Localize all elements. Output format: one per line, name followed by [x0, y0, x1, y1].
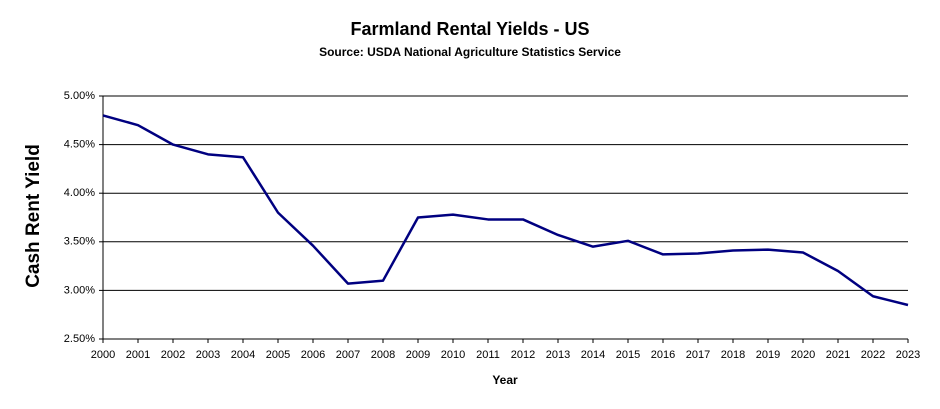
x-tick-label: 2017	[686, 349, 710, 361]
x-tick-label: 2000	[91, 349, 115, 361]
x-tick-label: 2018	[721, 349, 745, 361]
x-tick-label: 2022	[861, 349, 885, 361]
chart-subtitle: Source: USDA National Agriculture Statis…	[319, 45, 621, 59]
x-tick-label: 2023	[896, 349, 920, 361]
x-tick-label: 2009	[406, 349, 430, 361]
x-tick-label: 2013	[546, 349, 570, 361]
x-tick-label: 2014	[581, 349, 605, 361]
chart-title: Farmland Rental Yields - US	[350, 19, 589, 39]
y-tick-label: 4.00%	[64, 187, 95, 199]
x-tick-label: 2020	[791, 349, 815, 361]
x-tick-label: 2001	[126, 349, 150, 361]
x-tick-label: 2021	[826, 349, 850, 361]
x-tick-label: 2012	[511, 349, 535, 361]
y-tick-label: 4.50%	[64, 139, 95, 151]
x-tick-label: 2010	[441, 349, 465, 361]
x-tick-label: 2005	[266, 349, 290, 361]
x-tick-label: 2016	[651, 349, 675, 361]
data-line	[102, 114, 909, 307]
x-tick-label: 2003	[196, 349, 220, 361]
y-tick-label: 5.00%	[64, 90, 95, 102]
y-axis-label: Cash Rent Yield	[23, 144, 44, 288]
x-tick-label: 2015	[616, 349, 640, 361]
x-tick-label: 2007	[336, 349, 360, 361]
x-tick-label: 2006	[301, 349, 325, 361]
x-tick-label: 2019	[756, 349, 780, 361]
x-tick-label: 2004	[231, 349, 255, 361]
y-tick-label: 3.50%	[64, 236, 95, 248]
x-tick-label: 2008	[371, 349, 395, 361]
y-tick-label: 2.50%	[64, 333, 95, 345]
x-tick-label: 2011	[476, 349, 500, 361]
y-tick-label: 3.00%	[64, 284, 95, 296]
x-axis-label: Year	[492, 373, 518, 387]
x-tick-label: 2002	[161, 349, 185, 361]
